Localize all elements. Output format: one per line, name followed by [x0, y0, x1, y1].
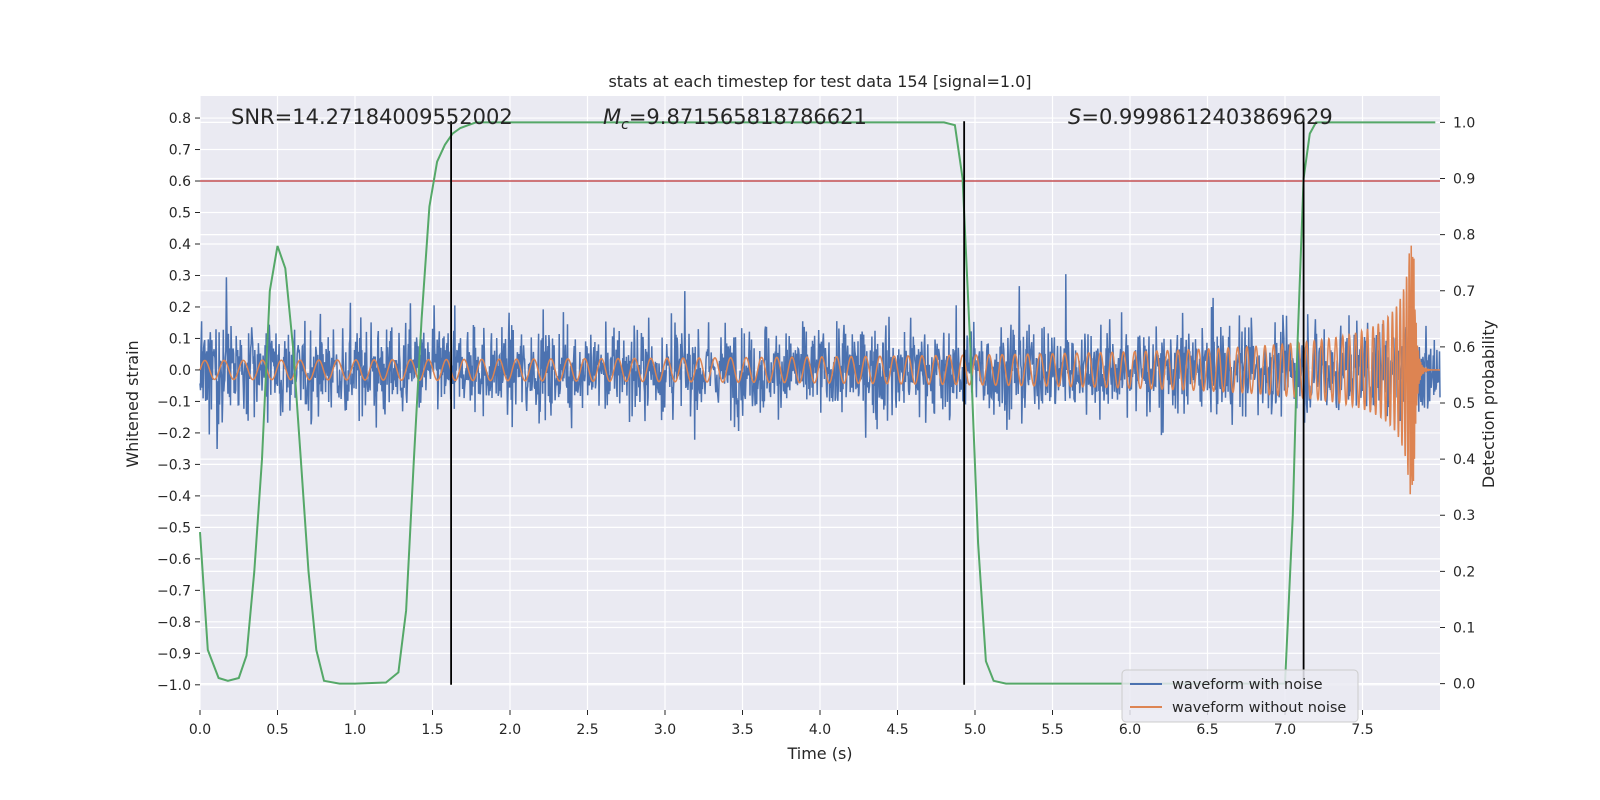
noise-waveform-line: [199, 274, 1441, 450]
y2-tick-label-7: 0.3: [1453, 508, 1475, 524]
y-tick-label-9: −0.1: [157, 394, 191, 410]
y-tick-label-18: −1.0: [157, 678, 191, 694]
y-tick-label-14: −0.6: [157, 552, 191, 568]
x-tick-label-10: 5.0: [964, 722, 986, 738]
detection-probability-line: [199, 121, 1436, 685]
y-tick-label-11: −0.3: [157, 457, 191, 473]
y2-axis-label: Detection probability: [1479, 320, 1498, 488]
y2-tick-label-10: 0.0: [1453, 677, 1475, 693]
x-tick-label-12: 6.0: [1119, 722, 1141, 738]
annotation-2: S=0.9998612403869629: [1068, 105, 1333, 129]
annotation-1: Mc=9.871565818786621: [603, 105, 867, 133]
y-tick-label-17: −0.9: [157, 646, 191, 662]
x-tick-label-5: 2.5: [576, 722, 598, 738]
chart-title: stats at each timestep for test data 154…: [608, 72, 1031, 91]
y2-tick-label-6: 0.4: [1453, 452, 1475, 468]
y-tick-label-13: −0.5: [157, 520, 191, 536]
series-waveform-without-noise: [199, 245, 1441, 495]
x-tick-label-11: 5.5: [1041, 722, 1063, 738]
annotation-value-2: =0.9998612403869629: [1081, 105, 1332, 129]
series-waveform-with-noise: [199, 274, 1441, 450]
annotation-value-1: =9.871565818786621: [629, 105, 867, 129]
x-tick-label-9: 4.5: [886, 722, 908, 738]
y2-tick-label-0: 1.0: [1453, 115, 1475, 131]
y-tick-label-6: 0.2: [169, 300, 191, 316]
y2-tick-label-3: 0.7: [1453, 284, 1475, 300]
y-axis-right-ticks: 1.0 0.9 0.8 0.7 0.6 0.5 0.4 0.3 0.2 0.1 0.0: [1440, 115, 1475, 693]
x-tick-label-7: 3.5: [731, 722, 753, 738]
series-detection-probability: [199, 121, 1436, 685]
x-axis-label: Time (s): [786, 744, 852, 763]
y-tick-label-3: 0.5: [169, 206, 191, 222]
x-tick-label-8: 4.0: [809, 722, 831, 738]
x-tick-label-13: 6.5: [1196, 722, 1218, 738]
clean-waveform-line: [199, 245, 1441, 495]
annotations: SNR=14.27184009552002 Mc=9.87156581878662…: [231, 105, 1333, 133]
x-tick-label-15: 7.5: [1351, 722, 1373, 738]
y2-tick-label-2: 0.8: [1453, 228, 1475, 244]
y-tick-label-16: −0.8: [157, 615, 191, 631]
vertical-markers: [450, 121, 1305, 685]
annotation-symbol-2: S: [1068, 105, 1081, 129]
y-tick-label-12: −0.4: [157, 489, 191, 505]
legend-label-clean: waveform without noise: [1172, 700, 1346, 716]
y2-tick-label-9: 0.1: [1453, 620, 1475, 636]
y2-tick-label-8: 0.2: [1453, 564, 1475, 580]
x-tick-label-0: 0.0: [189, 722, 211, 738]
y-tick-label-1: 0.7: [169, 143, 191, 159]
x-tick-label-2: 1.0: [344, 722, 366, 738]
annotation-0: SNR=14.27184009552002: [231, 105, 513, 129]
y-tick-label-8: 0.0: [169, 363, 191, 379]
y2-tick-label-4: 0.6: [1453, 340, 1475, 356]
x-tick-label-6: 3.0: [654, 722, 676, 738]
y-tick-label-15: −0.7: [157, 583, 191, 599]
x-tick-label-4: 2.0: [499, 722, 521, 738]
legend-box: [1121, 669, 1359, 723]
y-tick-label-10: −0.2: [157, 426, 191, 442]
y-axis-left-ticks: 0.8 0.7 0.6 0.5 0.4 0.3 0.2 0.1 0.0 −0.1 −0.2 −0.3 −…: [157, 111, 200, 694]
annotation-symbol-1: M: [603, 105, 621, 129]
legend: waveform with noise waveform without noi…: [1121, 669, 1359, 723]
legend-label-noise: waveform with noise: [1172, 677, 1323, 693]
y-tick-label-2: 0.6: [169, 174, 191, 190]
y-tick-label-0: 0.8: [169, 111, 191, 127]
y2-tick-label-5: 0.5: [1453, 396, 1475, 412]
y2-tick-label-1: 0.9: [1453, 172, 1475, 188]
y-tick-label-5: 0.3: [169, 268, 191, 284]
y-tick-label-4: 0.4: [169, 237, 191, 253]
x-tick-label-3: 1.5: [421, 722, 443, 738]
annotation-subscript-1: c: [621, 117, 629, 133]
x-tick-label-14: 7.0: [1274, 722, 1296, 738]
y-tick-label-7: 0.1: [169, 331, 191, 347]
y-axis-label: Whitened strain: [123, 340, 142, 467]
x-tick-label-1: 0.5: [266, 722, 288, 738]
x-axis-ticks: 0.0 0.5 1.0 1.5 2.0 2.5 3.0 3.5 4.0 4.5 5.0 5.5 6.0 6…: [189, 710, 1374, 738]
